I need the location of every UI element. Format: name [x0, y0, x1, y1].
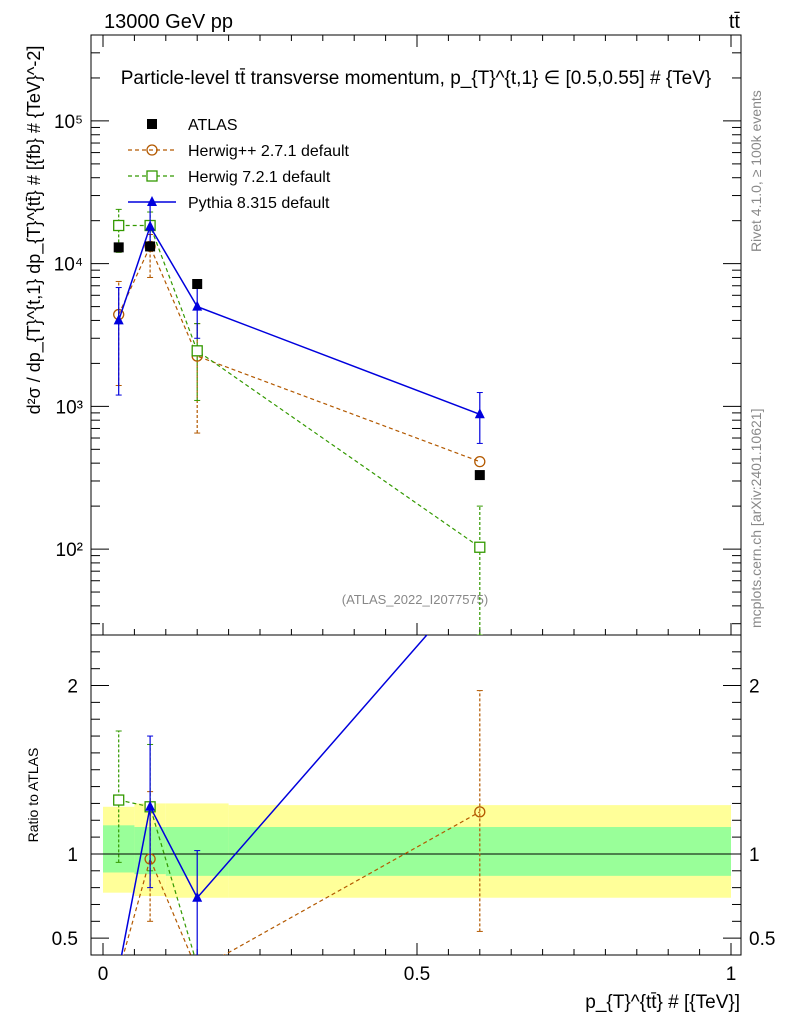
ratio-tick-label-right: 1	[749, 845, 760, 866]
herwig-7-2-1-default-point	[474, 541, 486, 553]
herwig-2-7-1-default-ratio-line	[122, 811, 481, 955]
x-tick-label: 0.5	[404, 964, 430, 985]
ratio-tick-label-right: 0.5	[749, 929, 775, 950]
herwig-2-7-1-default-ratio-point	[114, 967, 124, 977]
herwig-7-2-1-default-point	[191, 345, 203, 357]
pythia-8-315-default-ratio-line	[120, 635, 428, 955]
herwig-2-7-1-default-line	[118, 244, 481, 463]
y-tick-label: 10⁵	[54, 112, 83, 133]
atlas-point	[145, 241, 156, 252]
herwig-7-2-1-default-ratio-point	[475, 970, 485, 980]
rivet-label: Rivet 4.1.0, ≥ 100k events	[748, 90, 764, 252]
x-axis-title: p_{T}^{tt̄} # [{TeV}]	[585, 992, 740, 1013]
pythia-8-315-default-line	[117, 224, 481, 415]
collision-label: 13000 GeV pp	[104, 11, 233, 33]
herwig-2-7-1-default-ratio-point	[474, 806, 486, 818]
mcplots-label: mcplots.cern.ch [arXiv:2401.10621]	[748, 409, 764, 628]
process-label: tt̄	[729, 11, 741, 33]
ratio-axis-title: Ratio to ATLAS	[25, 748, 41, 843]
y-tick-label: 10³	[56, 397, 83, 418]
pythia-8-315-default-point	[145, 220, 156, 231]
legend-marker-herwig-2-7-1-default	[146, 144, 158, 156]
legend-label-pythia-8-315-default: Pythia 8.315 default	[188, 195, 330, 212]
pythia-8-315-default-point	[192, 300, 203, 311]
legend-label-herwig-2-7-1-default: Herwig++ 2.7.1 default	[188, 143, 350, 160]
legend-marker-atlas	[147, 119, 157, 129]
ratio-tick-label: 2	[67, 677, 78, 698]
herwig-7-2-1-default-ratio-point	[113, 794, 125, 806]
ratio-tick-label: 0.5	[52, 929, 78, 950]
pythia-8-315-default-ratio-point	[192, 891, 203, 902]
herwig-7-2-1-default-ratio-line	[118, 799, 195, 955]
herwig-7-2-1-default-line	[118, 224, 481, 548]
legend: ATLAS Herwig++ 2.7.1 default Herwig 7.2.1 …	[128, 117, 350, 212]
x-tick-label: 0	[98, 964, 109, 985]
pythia-8-315-default-point	[113, 314, 124, 325]
herwig-2-7-1-default-ratio-point	[192, 965, 202, 975]
herwig-7-2-1-default-ratio-point	[192, 960, 202, 970]
ratio-plot-frame	[90, 634, 742, 956]
legend-label-herwig-7-2-1-default: Herwig 7.2.1 default	[188, 169, 331, 186]
herwig-2-7-1-default-point	[474, 455, 486, 468]
analysis-watermark: (ATLAS_2022_I2077575)	[342, 592, 488, 607]
legend-marker-pythia-8-315-default	[147, 196, 157, 206]
pythia-8-315-default-ratio-point	[145, 800, 156, 811]
ratio-series	[113, 635, 486, 980]
x-tick-label: 1	[726, 964, 737, 985]
herwig-7-2-1-default-point	[113, 219, 125, 232]
pythia-8-315-default-ratio-point	[114, 964, 124, 974]
axis-ticks: 0 0.5 1 10² 10³ 10⁴ 10⁵ 0.5 0.5 1 1 2 2	[52, 34, 775, 985]
green-band-0	[103, 825, 135, 873]
plot-title: Particle-level tt̄ transverse momentum, …	[121, 68, 712, 89]
pythia-8-315-default-point	[474, 408, 485, 419]
y-axis-title: d²σ / dp_{T}^{t,1} dp_{T}^{tt̄} # [{fb} …	[24, 46, 45, 415]
atlas-point	[192, 279, 203, 290]
y-tick-label: 10⁴	[54, 255, 83, 276]
ratio-tick-label: 1	[67, 845, 78, 866]
atlas-point	[113, 242, 124, 253]
legend-marker-herwig-7-2-1-default	[146, 170, 158, 182]
ratio-tick-label-right: 2	[749, 677, 760, 698]
atlas-point	[474, 470, 485, 481]
legend-label-atlas: ATLAS	[188, 117, 238, 134]
y-tick-label: 10²	[56, 540, 83, 561]
main-series	[113, 201, 486, 635]
